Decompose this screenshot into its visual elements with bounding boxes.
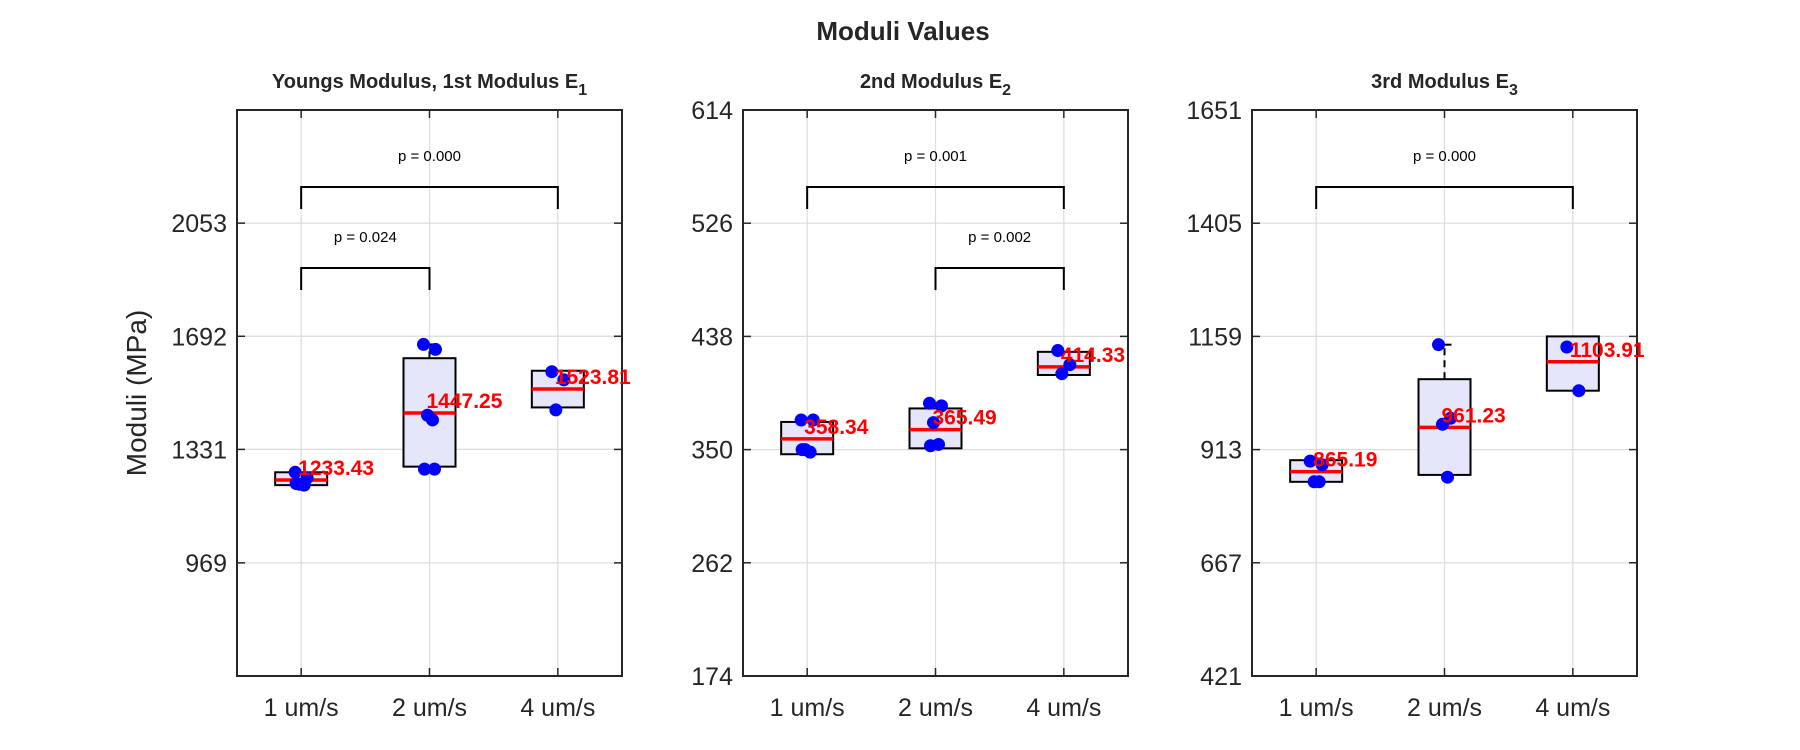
data-point — [1441, 470, 1454, 484]
y-tick-label: 969 — [185, 550, 227, 578]
y-tick-label: 1159 — [1188, 323, 1242, 351]
y-tick-label: 667 — [1200, 550, 1242, 578]
y-tick-label: 1651 — [1186, 97, 1242, 125]
y-axis-label: Moduli (MPa) — [121, 310, 152, 476]
x-tick-label: 2 um/s — [898, 694, 973, 722]
data-point — [418, 462, 431, 476]
data-point — [417, 337, 430, 351]
figure-title: Moduli Values — [816, 16, 989, 46]
panel-title: Youngs Modulus, 1st Modulus E1 — [272, 71, 587, 99]
panel-title-text: 2nd Modulus E — [860, 71, 1002, 93]
p-value-label: p = 0.001 — [904, 148, 967, 165]
significance-bracket — [300, 186, 559, 209]
data-point — [557, 373, 571, 387]
x-tick-label: 2 um/s — [1407, 694, 1482, 722]
median-label: 358.34 — [804, 416, 869, 439]
median-label: 1103.91 — [1570, 339, 1645, 362]
data-point — [1055, 367, 1069, 381]
x-tick-label: 4 um/s — [1535, 694, 1610, 722]
p-value-label: p = 0.000 — [398, 148, 461, 165]
y-tick-label: 1331 — [171, 436, 227, 464]
significance-bracket — [1315, 186, 1574, 209]
data-point — [1436, 417, 1449, 431]
p-value-label: p = 0.002 — [968, 229, 1031, 246]
median-label: 414.33 — [1061, 344, 1125, 367]
panel-title-subscript: 3 — [1509, 82, 1518, 99]
median-label: 365.49 — [933, 407, 997, 430]
panel-title-subscript: 1 — [578, 82, 587, 99]
data-point — [1572, 384, 1586, 398]
data-point — [923, 396, 936, 410]
data-point — [935, 399, 948, 413]
data-point — [1560, 340, 1574, 354]
data-point — [428, 462, 441, 476]
y-tick-label: 438 — [691, 323, 733, 351]
data-point — [549, 403, 563, 417]
data-point — [426, 413, 439, 427]
p-value-label: p = 0.024 — [334, 229, 397, 246]
data-point — [1303, 454, 1317, 468]
x-tick-label: 4 um/s — [1026, 694, 1101, 722]
x-tick-label: 1 um/s — [264, 694, 339, 722]
panel-title: 2nd Modulus E2 — [860, 71, 1011, 99]
median-label: 961.23 — [1442, 404, 1506, 427]
data-point — [1312, 475, 1326, 489]
significance-bracket — [300, 267, 431, 290]
panel-title-text: Youngs Modulus, 1st Modulus E — [272, 71, 578, 93]
y-tick-label: 262 — [691, 550, 733, 578]
data-point — [924, 439, 937, 453]
y-tick-label: 2053 — [171, 210, 227, 238]
data-point — [1432, 338, 1445, 352]
y-tick-label: 350 — [691, 437, 733, 465]
data-point — [288, 465, 302, 479]
axes-frame — [1251, 109, 1638, 677]
median-label: 1523.81 — [555, 366, 631, 389]
y-tick-label: 421 — [1200, 663, 1242, 691]
data-point — [429, 342, 442, 356]
data-point — [1315, 458, 1329, 472]
y-tick-label: 913 — [1200, 437, 1242, 465]
data-point — [806, 413, 820, 427]
significance-bracket — [806, 186, 1065, 209]
x-tick-label: 1 um/s — [1279, 694, 1354, 722]
panel-title-text: 3rd Modulus E — [1371, 71, 1509, 93]
data-point — [1063, 358, 1077, 372]
x-tick-label: 4 um/s — [520, 694, 595, 722]
y-tick-label: 1692 — [171, 323, 227, 351]
data-point — [545, 365, 559, 379]
axes-frame — [742, 109, 1129, 677]
median-label: 1447.25 — [427, 390, 503, 413]
panel-title: 3rd Modulus E3 — [1371, 71, 1518, 99]
axes-frame — [236, 109, 623, 677]
y-tick-label: 1405 — [1186, 210, 1242, 238]
y-tick-label: 526 — [691, 210, 733, 238]
x-tick-label: 1 um/s — [770, 694, 845, 722]
x-tick-label: 2 um/s — [392, 694, 467, 722]
significance-bracket — [934, 267, 1065, 290]
data-point — [1051, 344, 1065, 358]
median-label: 1233.43 — [298, 457, 374, 480]
median-label: 865.19 — [1313, 449, 1377, 472]
data-point — [794, 413, 808, 427]
y-tick-label: 614 — [691, 97, 733, 125]
data-point — [795, 443, 809, 457]
data-point — [289, 477, 303, 491]
panel-title-subscript: 2 — [1002, 82, 1011, 99]
p-value-label: p = 0.000 — [1413, 148, 1476, 165]
data-point — [927, 416, 940, 430]
y-tick-label: 174 — [691, 663, 733, 691]
